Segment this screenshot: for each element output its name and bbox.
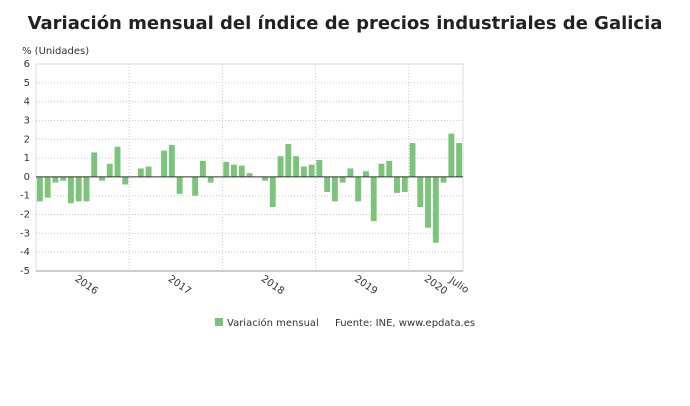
y-tick-label: -4 (20, 247, 30, 258)
bar (223, 161, 230, 177)
bar (448, 133, 455, 177)
bar (363, 171, 369, 177)
y-tick-label: 2 (24, 134, 30, 145)
bar (137, 168, 144, 177)
bar (246, 173, 253, 177)
bar (339, 176, 346, 183)
bar (355, 176, 362, 202)
bar (316, 159, 323, 177)
bar (168, 144, 175, 177)
y-tick-label: -1 (20, 191, 30, 202)
y-tick-label: -5 (20, 266, 30, 277)
source: Fuente: INE, www.epdata.es (335, 318, 475, 329)
plot-frame (35, 63, 464, 272)
x-tick-label: 2017 (166, 274, 193, 298)
bar (238, 165, 245, 177)
bar (44, 176, 51, 198)
bar (324, 176, 331, 192)
bar (161, 150, 168, 177)
bar (145, 166, 152, 177)
bar (417, 176, 424, 208)
chart-title: Variación mensual del índice de precios … (28, 13, 663, 34)
y-tick-label: 4 (24, 97, 30, 108)
bar (122, 176, 129, 185)
x-tick-label: 2018 (259, 274, 286, 298)
bar (331, 176, 338, 202)
y-tick-label: 6 (24, 59, 30, 70)
bar (300, 166, 307, 177)
y-axis-label: % (Unidades) (22, 46, 89, 57)
bar (370, 176, 377, 222)
bar (432, 176, 439, 243)
legend-swatch (215, 318, 223, 326)
bar (409, 143, 416, 177)
bar (36, 176, 43, 202)
bar (99, 176, 105, 181)
bar (67, 176, 74, 204)
bar (425, 176, 432, 228)
bar (106, 163, 113, 177)
bar (52, 176, 59, 183)
x-tick-label: 2020 (422, 274, 449, 298)
x-tick-label: 2016 (73, 274, 100, 298)
bar (83, 176, 90, 202)
y-tick-label: -2 (20, 210, 30, 221)
bar (401, 176, 408, 192)
y-tick-label: 5 (24, 78, 30, 89)
bar (285, 143, 292, 177)
bar (114, 146, 121, 177)
bar (192, 176, 199, 196)
bar (347, 168, 354, 177)
bar (207, 176, 214, 183)
bar (308, 164, 315, 177)
bar (293, 156, 300, 177)
y-tick-label: -3 (20, 228, 30, 239)
bar (386, 160, 393, 177)
bar (440, 176, 447, 183)
y-tick-label: 3 (24, 115, 30, 126)
bar (262, 176, 268, 181)
bar (378, 163, 385, 177)
bar (456, 143, 463, 177)
bar (269, 176, 276, 208)
x-tick-label: Julio (446, 274, 470, 296)
y-tick-label: 1 (24, 153, 30, 164)
bar (199, 160, 206, 177)
bar (394, 176, 400, 193)
bar (75, 176, 82, 202)
bar (91, 152, 98, 177)
y-tick-label: 0 (24, 172, 30, 183)
bar (60, 176, 67, 181)
x-tick-label: 2019 (352, 274, 379, 298)
bar (277, 156, 284, 177)
legend-label: Variación mensual (227, 317, 319, 329)
bar (176, 176, 183, 194)
bar (231, 164, 237, 177)
